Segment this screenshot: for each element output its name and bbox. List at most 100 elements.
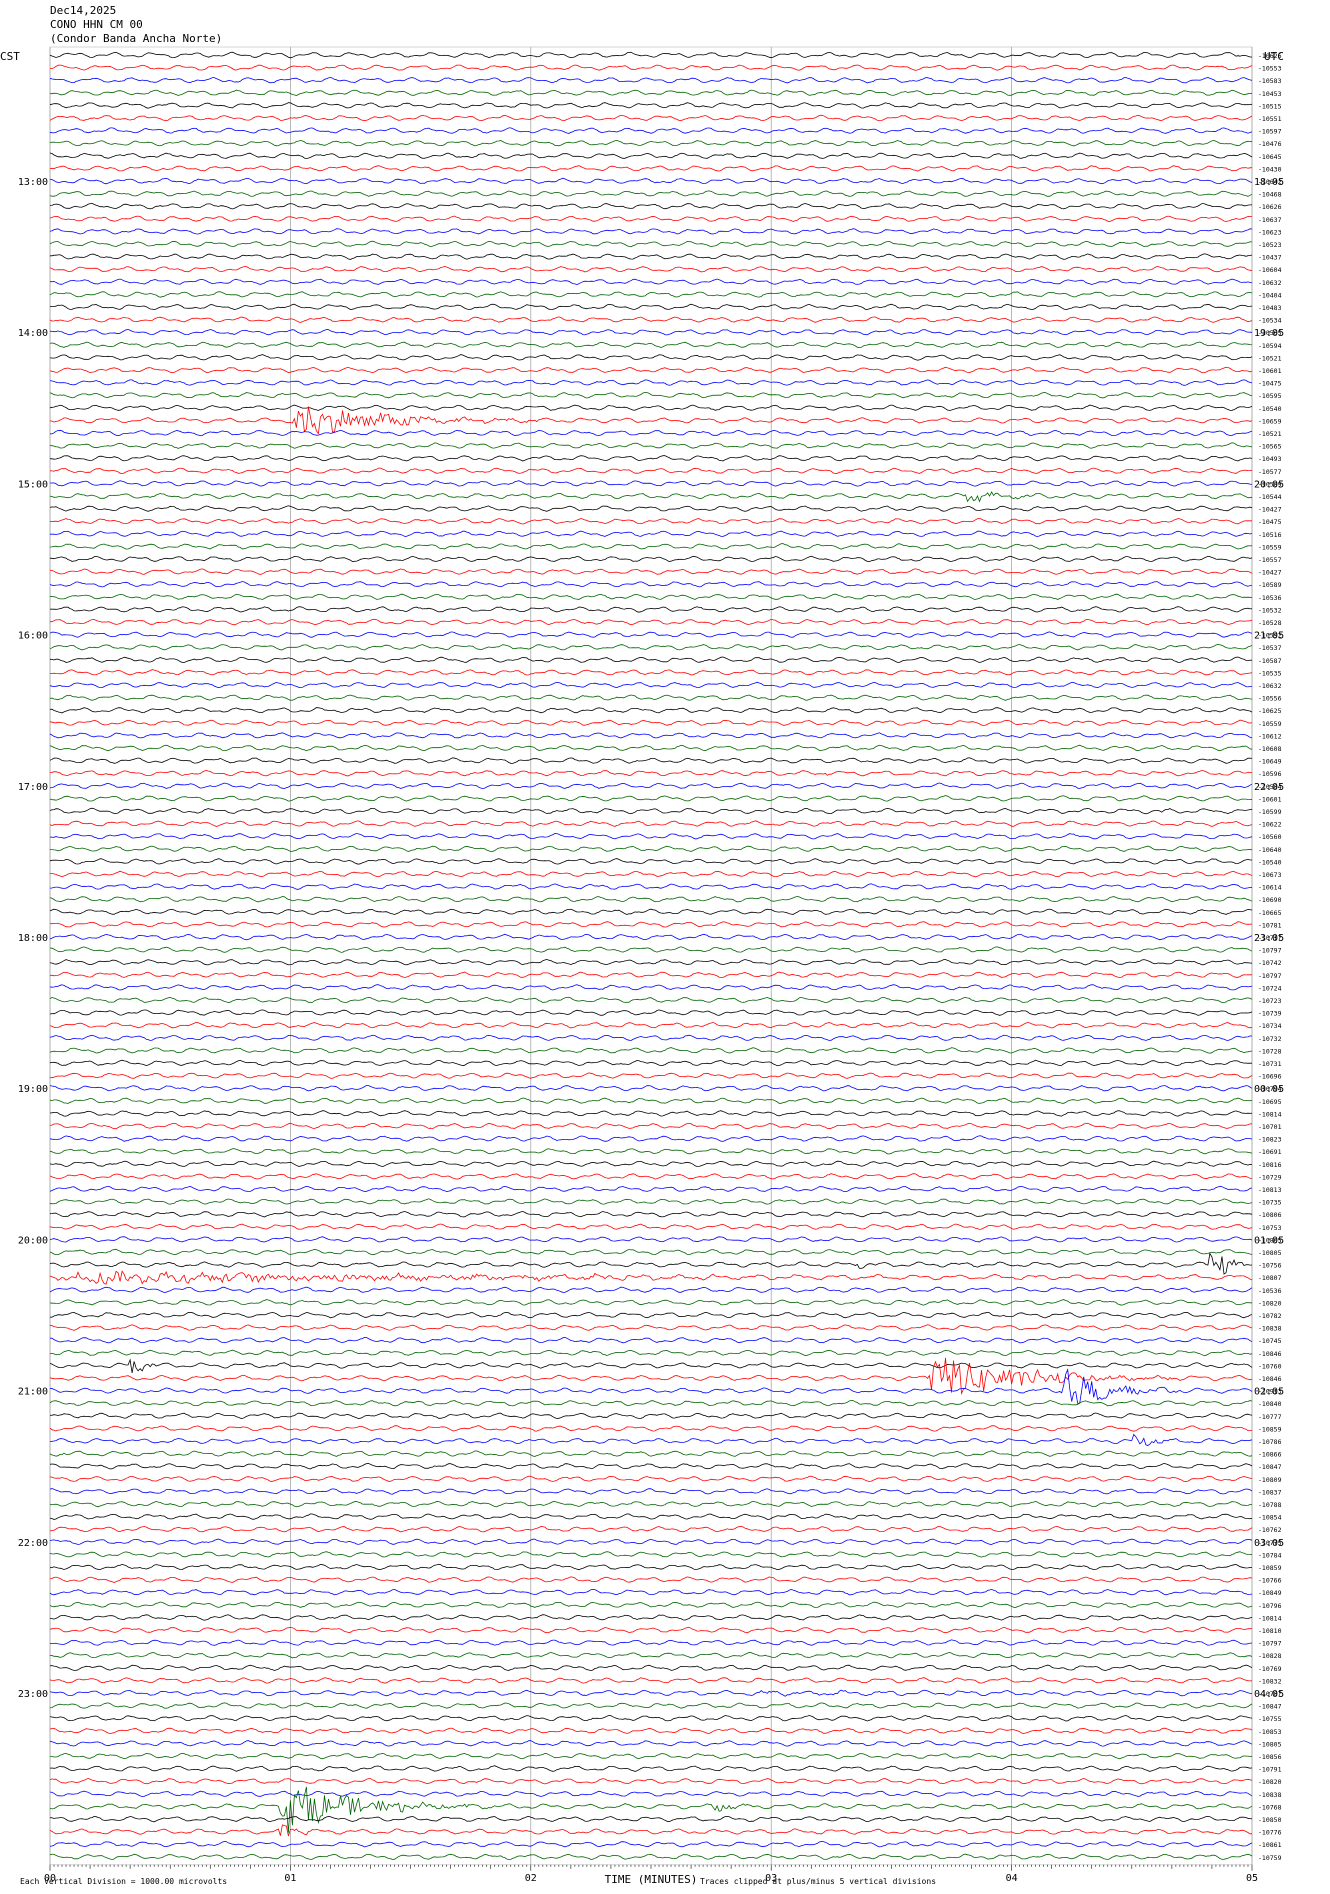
- seismic-trace: [49, 152, 1253, 159]
- trace-offset-label: -10540: [1258, 858, 1282, 866]
- seismic-trace: [49, 64, 1253, 71]
- seismic-trace: [49, 933, 1253, 941]
- trace-offset-label: -10717: [1258, 934, 1282, 942]
- trace-offset-label: -10859: [1258, 1564, 1282, 1572]
- seismic-trace: [49, 1765, 1253, 1772]
- trace-offset-label: -10856: [1258, 1753, 1282, 1761]
- trace-offset-label: -10544: [1258, 493, 1282, 501]
- left-time-label: 20:00: [18, 1235, 48, 1246]
- trace-offset-label: -10797: [1258, 972, 1282, 980]
- trace-offset-label: -10784: [1258, 1551, 1282, 1559]
- trace-offset-label: -10597: [1258, 128, 1282, 136]
- seismic-trace: [49, 694, 1253, 701]
- seismic-trace: [50, 1752, 1253, 1760]
- seismic-trace: [49, 329, 1253, 336]
- seismic-trace: [49, 530, 1253, 537]
- trace-offset-label: -10861: [1258, 1841, 1282, 1849]
- trace-offset-label: -10724: [1258, 984, 1282, 992]
- trace-offset-label: -10813: [1258, 1186, 1282, 1194]
- trace-offset-label: -10723: [1258, 997, 1282, 1005]
- trace-offset-label: -10805: [1258, 1249, 1282, 1257]
- seismic-trace: [49, 1357, 1253, 1395]
- seismic-trace: [50, 618, 1253, 626]
- trace-offset-label: -10589: [1258, 581, 1282, 589]
- trace-offset-label: -10786: [1258, 1438, 1282, 1446]
- seismic-trace: [49, 543, 1253, 550]
- trace-offset-label: -10596: [1258, 770, 1282, 778]
- seismic-trace: [49, 1433, 1253, 1446]
- trace-offset-label: -10556: [1258, 695, 1282, 703]
- seismic-trace: [49, 1047, 1253, 1054]
- trace-offset-label: -10516: [1258, 531, 1282, 539]
- left-time-label: 17:00: [18, 782, 48, 793]
- seismic-trace: [49, 1097, 1253, 1104]
- seismic-trace: [49, 606, 1253, 613]
- seismic-trace: [50, 278, 1253, 286]
- trace-offset-label: -10768: [1258, 1803, 1282, 1811]
- trace-offset-label: -10532: [1258, 606, 1282, 614]
- seismic-trace: [49, 165, 1253, 172]
- seismic-trace: [49, 1358, 1253, 1373]
- trace-offset-label: -10838: [1258, 1325, 1282, 1333]
- seismic-trace: [49, 1677, 1253, 1684]
- trace-offset-label: -10734: [1258, 1022, 1282, 1030]
- trace-offset-label: -10828: [1258, 1652, 1282, 1660]
- seismic-trace: [49, 1135, 1253, 1142]
- x-tick-label: 02: [525, 1873, 537, 1884]
- trace-offset-label: -10535: [1258, 669, 1282, 677]
- trace-offset-label: -10796: [1258, 1602, 1282, 1610]
- trace-offset-label: -10557: [1258, 556, 1282, 564]
- trace-offset-label: -10823: [1258, 1136, 1282, 1144]
- seismic-trace: [49, 177, 1253, 185]
- trace-offset-label: -10846: [1258, 1375, 1282, 1383]
- seismic-trace: [49, 366, 1253, 374]
- seismic-trace: [49, 1252, 1253, 1275]
- seismic-trace: [49, 127, 1253, 134]
- trace-offset-label: -10847: [1258, 1703, 1282, 1711]
- trace-offset-label: -10782: [1258, 1312, 1282, 1320]
- trace-offset-label: -10805: [1258, 1740, 1282, 1748]
- seismic-trace: [49, 341, 1253, 349]
- trace-offset-label: -10814: [1258, 1110, 1282, 1118]
- seismic-trace: [49, 681, 1252, 689]
- trace-offset-label: -10483: [1258, 304, 1282, 312]
- trace-offset-label: -10729: [1258, 1173, 1282, 1181]
- right-time-label: 20:05: [1254, 479, 1284, 490]
- left-time-label: 16:00: [18, 631, 48, 642]
- seismic-trace: [49, 782, 1253, 790]
- trace-offset-label: -10625: [1258, 707, 1282, 715]
- trace-offset-label: -10820: [1258, 1299, 1282, 1307]
- seismic-trace: [49, 1639, 1252, 1646]
- trace-offset-label: -10731: [1258, 1060, 1282, 1068]
- header-date: Dec14,2025: [50, 4, 117, 17]
- right-time-label: 18:05: [1254, 177, 1284, 188]
- trace-offset-label: -10690: [1258, 896, 1282, 904]
- x-tick-label: 04: [1006, 1873, 1018, 1884]
- seismic-trace: [49, 1727, 1253, 1734]
- trace-offset-label: -10404: [1258, 291, 1282, 299]
- trace-offset-label: -10665: [1258, 909, 1282, 917]
- left-time-label: 18:00: [18, 933, 48, 944]
- seismic-trace: [49, 114, 1253, 122]
- trace-offset-label: -10832: [1258, 1677, 1282, 1685]
- trace-offset-label: -10859: [1258, 1425, 1282, 1433]
- seismic-trace: [49, 1626, 1252, 1634]
- trace-offset-label: -10732: [1258, 1035, 1282, 1043]
- trace-offset-label: -10637: [1258, 216, 1282, 224]
- trace-offset-label: -10551: [1258, 115, 1282, 123]
- seismic-trace: [49, 1740, 1253, 1747]
- trace-offset-label: -10521: [1258, 354, 1282, 362]
- left-time-label: 14:00: [18, 328, 48, 339]
- seismic-trace: [49, 581, 1252, 588]
- seismic-trace: [49, 102, 1253, 109]
- seismic-trace: [49, 1500, 1253, 1508]
- trace-offset-label: -10913: [1258, 1388, 1282, 1396]
- right-time-label: 22:05: [1254, 782, 1284, 793]
- trace-offset-label: -10673: [1258, 871, 1282, 879]
- trace-offset-label: -10589: [1258, 480, 1282, 488]
- seismic-trace: [49, 1450, 1253, 1457]
- seismic-trace: [49, 303, 1253, 311]
- seismic-trace: [50, 253, 1253, 260]
- seismic-trace: [49, 568, 1253, 575]
- trace-offset-label: -10766: [1258, 1577, 1282, 1585]
